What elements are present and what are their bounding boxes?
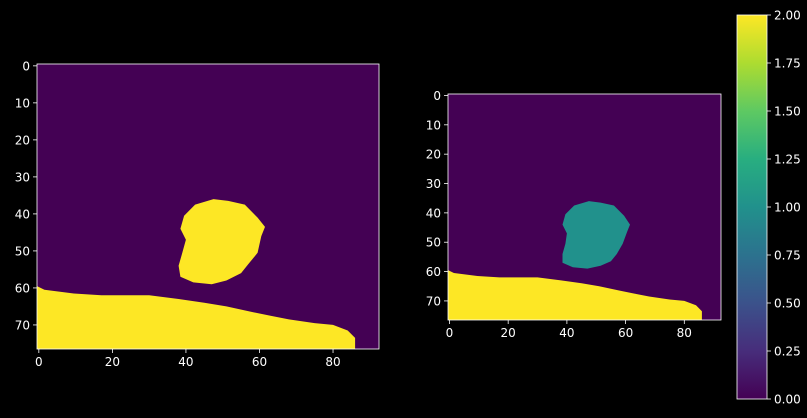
y-tick-label: 30 xyxy=(15,170,30,184)
axes-frame xyxy=(447,93,722,321)
x-tick-label: 80 xyxy=(325,355,340,369)
y-tick-label: 70 xyxy=(15,318,30,332)
colorbar-tick-label: 1.00 xyxy=(774,201,801,215)
colorbar-tick-label: 2.00 xyxy=(774,9,801,23)
axes-frame xyxy=(36,63,380,350)
x-tick-label: 60 xyxy=(618,326,633,340)
y-tick-label: 10 xyxy=(426,118,441,132)
x-tick-label: 60 xyxy=(252,355,267,369)
colorbar-gradient xyxy=(737,15,767,399)
region-ground xyxy=(448,270,702,320)
x-tick-label: 20 xyxy=(501,326,516,340)
y-tick-label: 60 xyxy=(426,265,441,279)
y-tick-label: 70 xyxy=(426,294,441,308)
x-tick-label: 40 xyxy=(559,326,574,340)
y-tick-label: 0 xyxy=(433,89,441,103)
y-tick-label: 50 xyxy=(15,244,30,258)
colorbar-tick-label: 1.50 xyxy=(774,105,801,119)
x-tick-label: 20 xyxy=(105,355,120,369)
y-tick-label: 0 xyxy=(22,59,30,73)
colorbar-tick-label: 0.50 xyxy=(774,297,801,311)
y-tick-label: 20 xyxy=(426,148,441,162)
x-tick-label: 0 xyxy=(446,326,454,340)
y-tick-label: 60 xyxy=(15,281,30,295)
heatmap-left: 0 20 40 60 80 0 10 20 30 40 50 60 70 xyxy=(15,59,380,369)
colorbar-tick-label: 0.25 xyxy=(774,345,801,359)
y-tick-label: 30 xyxy=(426,177,441,191)
y-tick-label: 10 xyxy=(15,96,30,110)
x-tick-label: 0 xyxy=(35,355,43,369)
y-tick-label: 40 xyxy=(15,207,30,221)
colorbar-tick-label: 1.25 xyxy=(774,153,801,167)
region-blob xyxy=(562,201,630,269)
colorbar-tick-label: 1.75 xyxy=(774,57,801,71)
colorbar: 0.00 0.25 0.50 0.75 1.00 1.25 1.50 1.75 2.00 xyxy=(736,9,801,407)
y-tick-label: 20 xyxy=(15,133,30,147)
colorbar-tick-label: 0.00 xyxy=(774,393,801,407)
region-blob xyxy=(178,199,265,285)
colorbar-tick-label: 0.75 xyxy=(774,249,801,263)
y-tick-label: 40 xyxy=(426,206,441,220)
region-ground xyxy=(37,286,356,349)
x-tick-label: 40 xyxy=(178,355,193,369)
y-tick-label: 50 xyxy=(426,236,441,250)
heatmap-right: 0 20 40 60 80 0 10 20 30 40 50 60 70 xyxy=(426,89,722,340)
x-tick-label: 80 xyxy=(677,326,692,340)
